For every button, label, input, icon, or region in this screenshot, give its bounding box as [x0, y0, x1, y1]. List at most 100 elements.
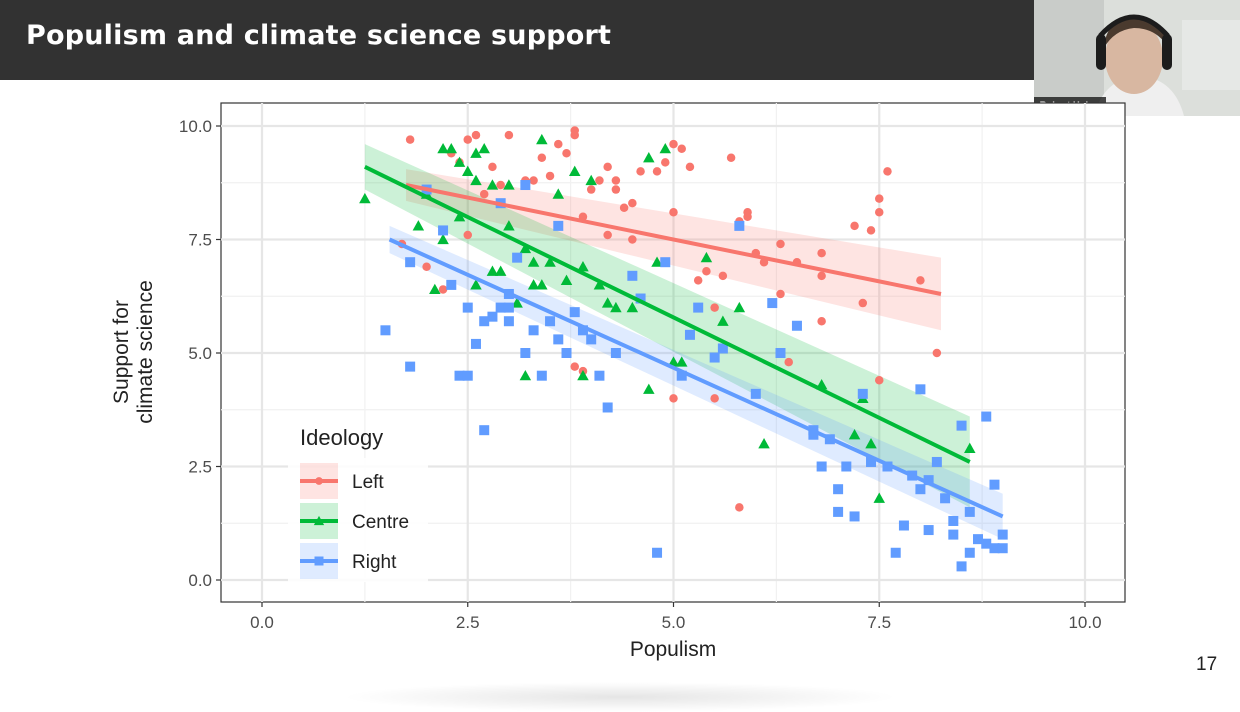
point-right — [734, 220, 745, 231]
point-right — [973, 534, 984, 545]
point-right — [816, 461, 827, 472]
point-left — [875, 208, 884, 217]
bottom-shadow — [340, 682, 900, 712]
point-centre — [527, 279, 540, 290]
point-left — [611, 185, 621, 194]
legend-key-marker-right — [314, 556, 324, 566]
point-right — [684, 329, 695, 340]
point-left — [932, 348, 942, 358]
point-left — [570, 362, 579, 371]
confidence-band-right — [389, 225, 1003, 540]
point-centre — [758, 438, 770, 449]
point-left — [545, 171, 555, 181]
point-left — [586, 185, 596, 194]
point-left — [529, 176, 538, 185]
point-left — [603, 230, 612, 240]
point-right — [923, 525, 934, 536]
point-centre — [478, 142, 490, 154]
y-axis-label-line-1: Support for — [110, 300, 133, 404]
point-right — [652, 547, 663, 558]
point-right — [997, 543, 1008, 554]
point-right — [866, 456, 877, 467]
point-centre — [700, 251, 713, 263]
point-right — [577, 325, 588, 336]
point-centre — [536, 279, 548, 290]
point-centre — [486, 265, 499, 276]
y-axis-label-group: Support for climate science — [110, 280, 157, 424]
y-tick-label: 2.5 — [188, 458, 212, 477]
point-right — [890, 547, 901, 558]
point-left — [718, 271, 728, 281]
point-left — [858, 298, 868, 308]
point-right — [660, 257, 671, 268]
point-right — [635, 293, 646, 304]
point-centre — [445, 142, 458, 154]
point-centre — [643, 383, 655, 394]
axes: 0.0 2.5 5.0 7.5 10.0 0.0 2.5 5.0 7.5 10.0 — [179, 117, 1102, 632]
y-axis-label-line-2: climate science — [134, 280, 157, 424]
y-tick-label: 10.0 — [179, 117, 212, 136]
point-centre — [511, 297, 523, 308]
y-tick-label: 0.0 — [188, 571, 212, 590]
point-centre — [643, 152, 655, 163]
point-right — [446, 279, 457, 290]
point-left — [784, 357, 793, 367]
point-centre — [733, 301, 746, 313]
legend-key-marker-left — [315, 477, 323, 485]
point-centre — [486, 179, 499, 190]
point-right — [627, 270, 638, 281]
point-left — [726, 153, 736, 163]
point-centre — [865, 438, 877, 449]
point-left — [562, 148, 571, 158]
point-right — [479, 316, 490, 327]
point-left — [710, 303, 719, 312]
point-centre — [717, 315, 729, 326]
x-tick-label: 7.5 — [867, 613, 891, 632]
y-tick-label: 5.0 — [188, 344, 212, 363]
point-centre — [552, 188, 565, 199]
point-left — [611, 176, 621, 185]
legend: Ideology Left Centre Right — [288, 425, 428, 582]
point-right — [857, 388, 868, 399]
point-right — [849, 511, 860, 522]
point-centre — [519, 242, 532, 254]
point-left — [661, 158, 670, 167]
point-left — [438, 285, 448, 294]
point-centre — [601, 297, 614, 308]
point-right — [981, 411, 992, 422]
point-centre — [593, 279, 606, 290]
point-right — [956, 561, 967, 572]
point-left — [619, 203, 629, 212]
point-centre — [544, 256, 556, 267]
point-centre — [675, 356, 688, 367]
point-right — [676, 370, 687, 381]
point-right — [981, 538, 992, 549]
point-centre — [610, 301, 622, 313]
point-centre — [964, 442, 976, 453]
point-right — [520, 348, 531, 358]
point-left — [603, 162, 612, 172]
point-centre — [651, 256, 663, 267]
point-left — [595, 176, 604, 185]
presenter-video-icon — [1034, 0, 1240, 116]
point-left — [479, 189, 489, 199]
legend-key-marker-centre — [313, 515, 325, 526]
point-right — [536, 370, 547, 381]
x-tick-label: 10.0 — [1068, 613, 1101, 632]
point-left — [685, 162, 695, 172]
point-left — [866, 226, 876, 235]
point-right — [545, 316, 556, 327]
point-centre — [527, 256, 540, 267]
point-left — [463, 230, 472, 240]
point-right — [791, 320, 802, 331]
point-centre — [359, 192, 371, 204]
point-left — [776, 289, 785, 299]
point-centre — [536, 133, 548, 145]
point-right — [956, 420, 967, 431]
point-right — [553, 220, 564, 231]
point-left — [916, 276, 925, 285]
slide-title-bar: Populism and climate science support — [0, 0, 1240, 80]
point-right — [602, 402, 613, 413]
point-right — [931, 456, 942, 467]
